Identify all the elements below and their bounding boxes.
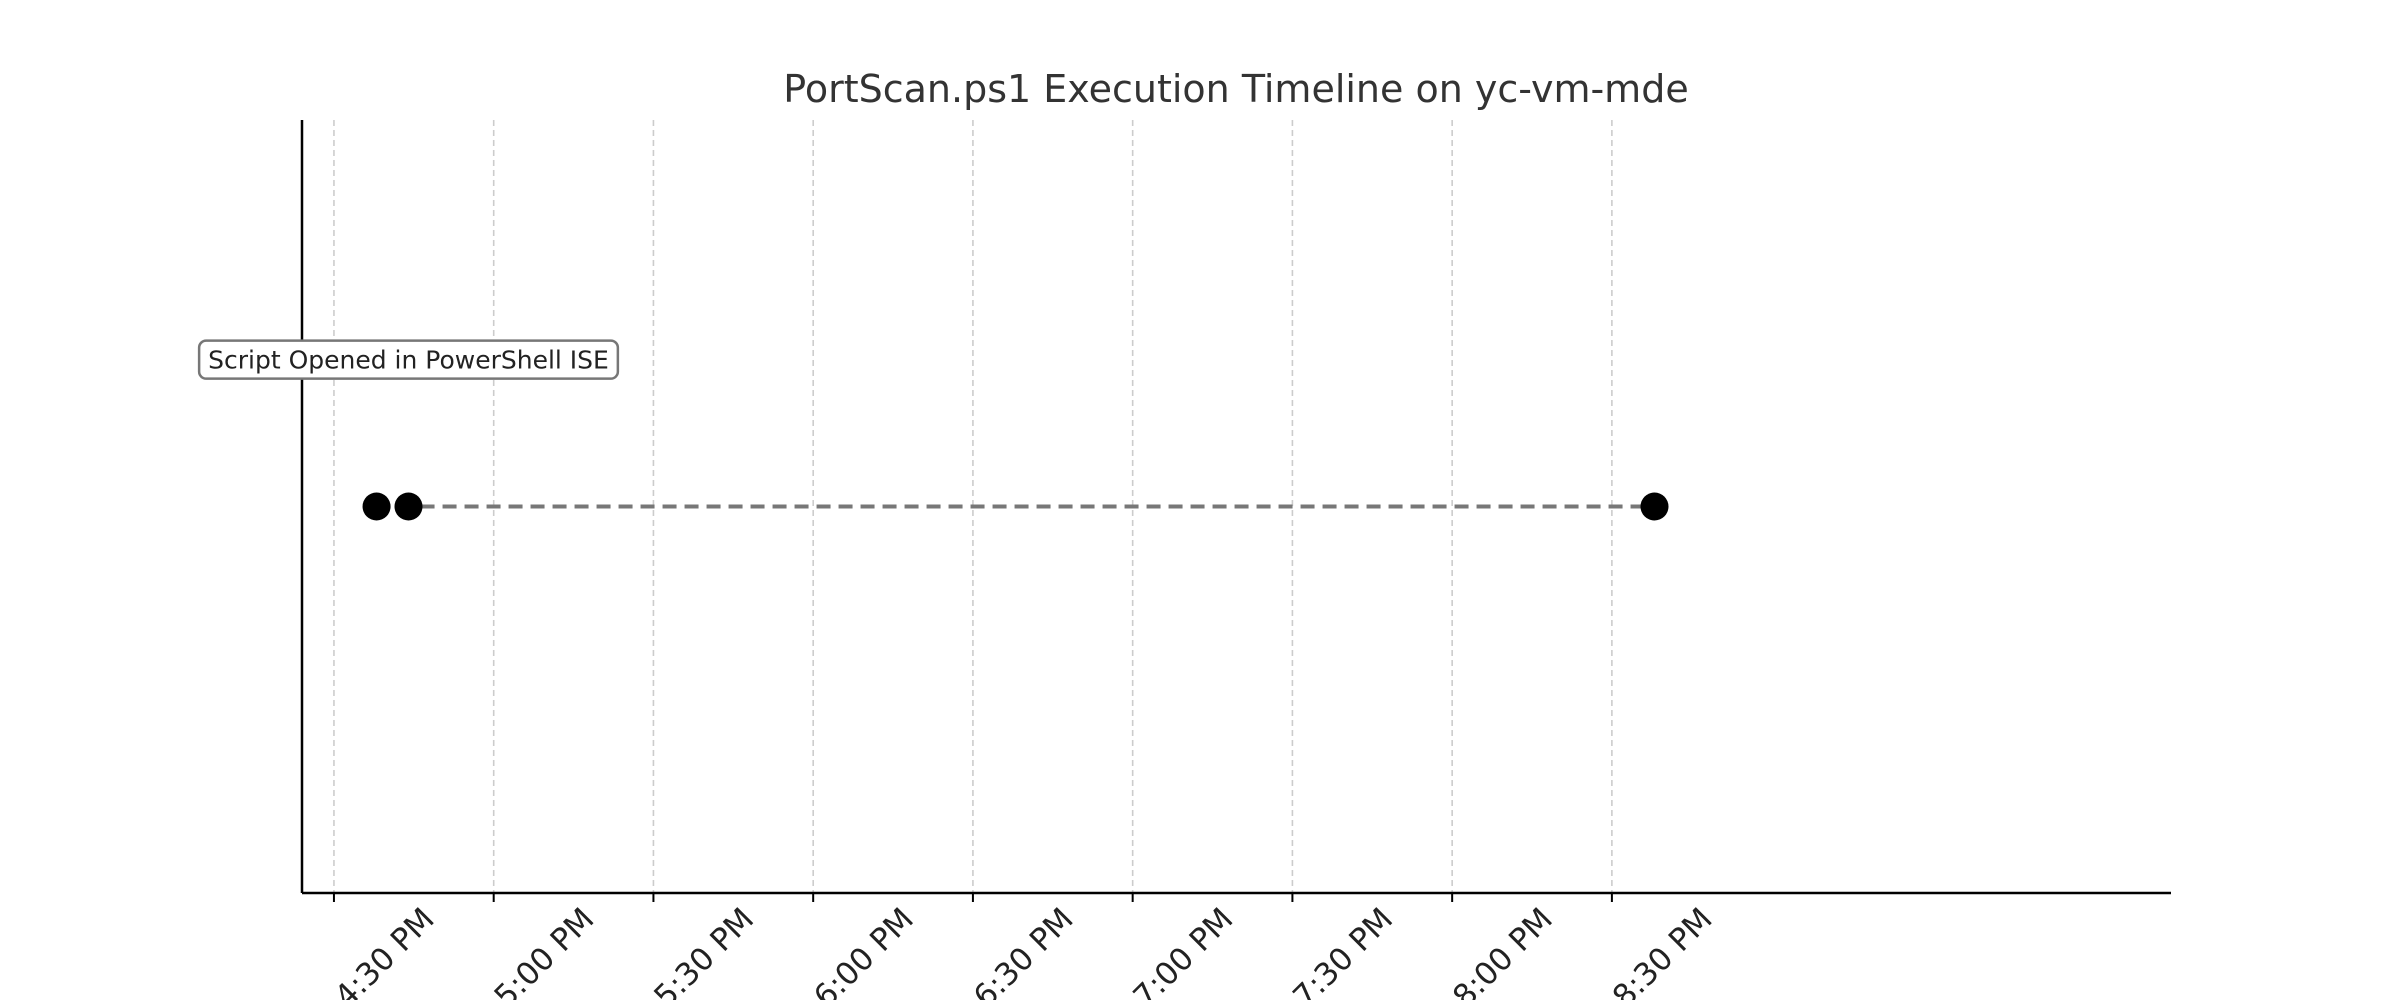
axes	[300, 120, 2171, 895]
annotations: Script Opened in PowerShell ISE	[197, 339, 620, 380]
timeline-series	[362, 492, 1669, 521]
event-point	[394, 492, 423, 521]
event-annotation: Script Opened in PowerShell ISE	[197, 339, 620, 380]
x-tick-label: 7:00 PM	[1127, 901, 1241, 1000]
grid-lines	[333, 120, 1613, 893]
x-tick-label: 7:30 PM	[1286, 901, 1400, 1000]
annotation-label: Script Opened in PowerShell ISE	[208, 346, 609, 375]
event-point	[1640, 492, 1669, 521]
x-tick-label: 5:30 PM	[647, 901, 761, 1000]
chart-title: PortScan.ps1 Execution Timeline on yc-vm…	[783, 67, 1688, 111]
x-axis-ticks: 4:30 PM 5:00 PM 5:30 PM 6:00 PM 6:30 PM 7:00 …	[328, 893, 1720, 1000]
x-tick-label: 6:00 PM	[807, 901, 921, 1000]
event-point	[362, 492, 391, 521]
x-tick-label: 4:30 PM	[328, 901, 442, 1000]
x-tick-label: 6:30 PM	[967, 901, 1081, 1000]
annotation-box	[197, 339, 620, 380]
x-tick-label: 8:00 PM	[1446, 901, 1560, 1000]
x-tick-label: 8:30 PM	[1606, 901, 1720, 1000]
x-tick-label: 5:00 PM	[488, 901, 602, 1000]
